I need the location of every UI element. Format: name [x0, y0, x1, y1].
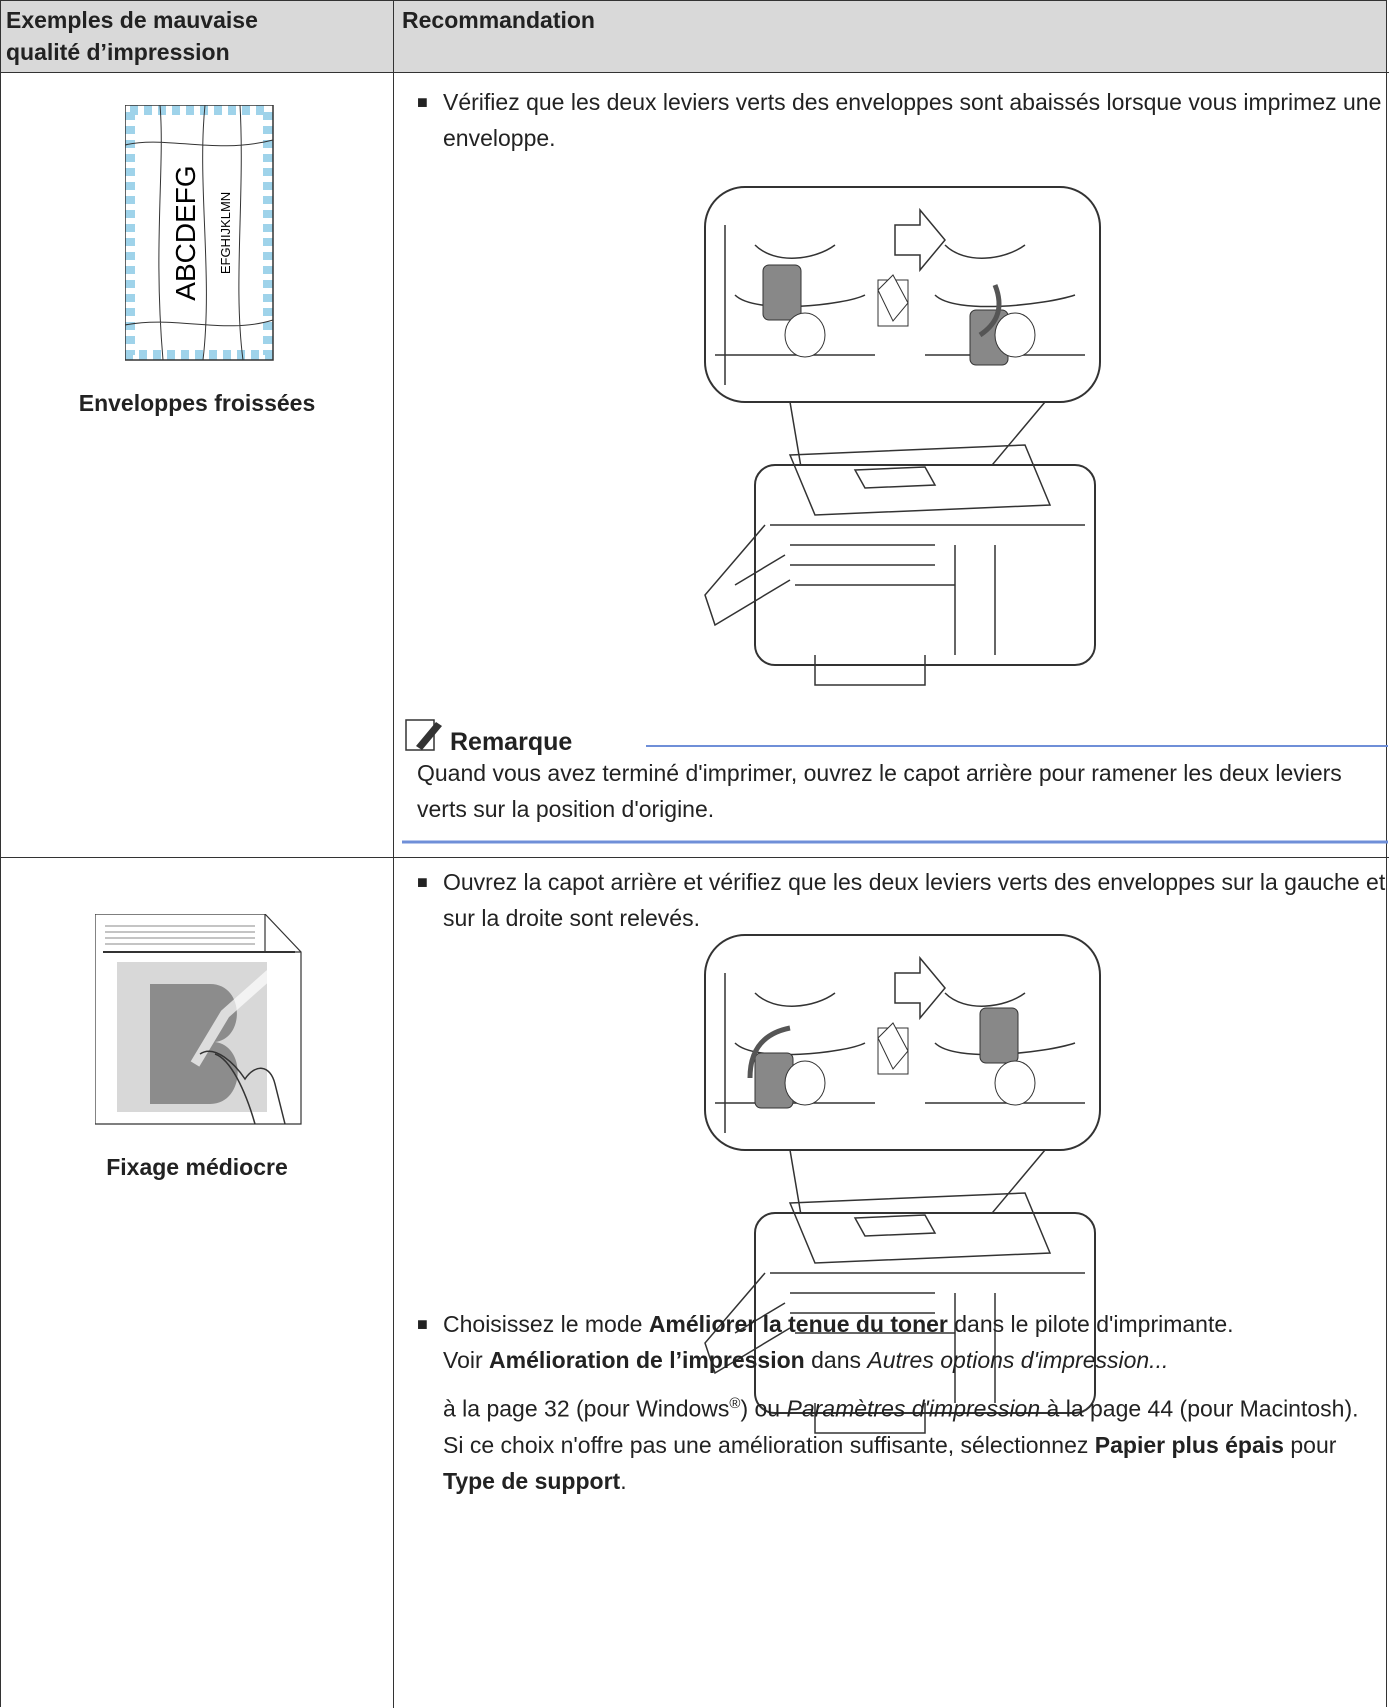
header-bg [0, 0, 1387, 72]
printer-illustration [704, 934, 1101, 1434]
note-frame [402, 719, 1388, 844]
printer-part [894, 207, 946, 273]
printer-part [762, 264, 802, 321]
row-divider [0, 857, 1389, 858]
text: pour [1283, 1431, 1337, 1458]
note-text: Quand vous avez terminé d'imprimer, ouvr… [417, 760, 1342, 822]
envelope-border [125, 105, 273, 360]
printer-part [704, 1192, 1085, 1434]
text: Type de support [443, 1467, 621, 1494]
printer-part [994, 1060, 1036, 1106]
paragraph: à la page 32 (pour Windows®) ou Paramètr… [443, 1386, 1388, 1427]
text: Si ce choix n'offre pas une amélioration… [443, 1431, 1095, 1458]
bullet-item: ■ Choisissez le mode Améliorer la tenue … [417, 1306, 1388, 1499]
printer-part [979, 1007, 1019, 1064]
text: Amélioration de l’impression [489, 1347, 805, 1373]
paragraph: Si ce choix n'offre pas une amélioration… [443, 1427, 1388, 1499]
envelope-text: ABCDEFG [170, 165, 201, 300]
printer-part [894, 955, 946, 1021]
printer-part [784, 312, 826, 358]
printer-part [978, 284, 1002, 338]
envelope-edge [125, 105, 274, 361]
bullet: ■ [417, 92, 428, 112]
note-icon-pen [416, 722, 442, 750]
header-cell: Recommandation [402, 7, 595, 33]
printer-part [704, 444, 1085, 686]
printer-part [877, 274, 909, 322]
text: dans [804, 1347, 868, 1373]
envelope-illustration: ABCDEFG EFGHIJKLMN [125, 105, 274, 361]
text: dans le pilote d'imprimante. [947, 1311, 1234, 1337]
text: Autres options d'impression... [867, 1347, 1169, 1373]
text: Vérifiez que les deux leviers verts des … [443, 89, 1382, 151]
bullet: ■ [417, 872, 428, 892]
text: Paramètres d'impression [786, 1395, 1041, 1422]
text: Améliorer la tenue du toner [648, 1311, 948, 1337]
bullet-item: ■ Vérifiez que les deux leviers verts de… [417, 84, 1388, 156]
printer-part [877, 1022, 909, 1070]
text: Voir [443, 1347, 490, 1373]
bullet: ■ [417, 1314, 428, 1334]
text: ® [729, 1395, 741, 1412]
page-illustration: ​ [95, 914, 302, 1125]
text: à la page 32 (pour Windows [443, 1395, 730, 1422]
header-cell: Exemples de mauvaise qualité d’impressio… [6, 7, 258, 65]
paragraph: Voir Amélioration de l’impression dans A… [443, 1342, 1388, 1378]
text: Ouvrez la capot arrière et vérifiez que … [443, 869, 1386, 931]
printer-part [784, 1060, 826, 1106]
note-title: Remarque [450, 728, 573, 756]
text: à la page 44 (pour Macintosh). [1040, 1395, 1359, 1422]
example-caption: Fixage médiocre [106, 1154, 288, 1180]
text: ) ou [740, 1395, 787, 1422]
printer-part [747, 1025, 791, 1079]
text: . [620, 1467, 627, 1494]
paragraph: Choisissez le mode Améliorer la tenue du… [443, 1306, 1388, 1342]
printer-illustration [704, 186, 1101, 686]
wrinkles [125, 105, 274, 361]
row-divider [0, 72, 1389, 73]
text: Choisissez le mode [443, 1311, 649, 1337]
printer-part [994, 312, 1036, 358]
envelope-text: EFGHIJKLMN [218, 192, 233, 274]
example-caption: Enveloppes froissées [78, 390, 316, 416]
column-divider [393, 0, 394, 1708]
bullet-item: ■ Ouvrez la capot arrière et vérifiez qu… [417, 864, 1388, 936]
text: Papier plus épais [1094, 1431, 1284, 1458]
